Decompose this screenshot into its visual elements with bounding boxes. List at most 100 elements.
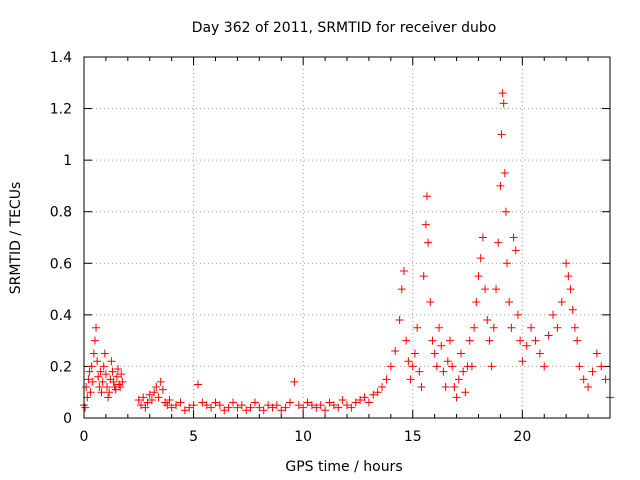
data-point xyxy=(448,362,457,371)
data-point xyxy=(579,375,588,384)
data-point xyxy=(422,192,431,201)
data-point xyxy=(334,403,343,412)
data-point xyxy=(437,341,446,350)
data-point xyxy=(428,336,437,345)
data-point xyxy=(220,406,229,415)
data-point xyxy=(509,233,518,242)
data-point xyxy=(97,388,106,397)
data-point xyxy=(505,297,514,306)
data-point xyxy=(202,401,211,410)
data-point xyxy=(88,377,97,386)
x-tick-labels: 0 5 10 15 20 xyxy=(80,429,532,445)
data-point xyxy=(299,403,308,412)
data-point xyxy=(439,367,448,376)
data-point xyxy=(109,377,118,386)
data-point xyxy=(478,233,487,242)
data-point xyxy=(544,331,553,340)
data-point xyxy=(150,388,159,397)
data-point xyxy=(395,316,404,325)
data-point xyxy=(410,349,419,358)
data-point xyxy=(564,272,573,281)
data-point xyxy=(264,401,273,410)
data-point xyxy=(399,267,408,276)
data-point xyxy=(154,393,163,402)
data-point xyxy=(147,395,156,404)
data-point xyxy=(424,238,433,247)
data-point xyxy=(143,398,152,407)
x-axis-label: GPS time / hours xyxy=(285,459,402,475)
data-point xyxy=(246,403,255,412)
data-point xyxy=(452,393,461,402)
data-point xyxy=(441,383,450,392)
data-point xyxy=(96,367,105,376)
x-tick-label: 0 xyxy=(80,429,89,445)
data-point xyxy=(522,341,531,350)
data-point xyxy=(568,305,577,314)
data-point xyxy=(95,383,104,392)
data-point xyxy=(570,323,579,332)
data-point xyxy=(98,377,107,386)
data-point xyxy=(406,375,415,384)
data-point xyxy=(501,207,510,216)
data-point xyxy=(487,362,496,371)
data-point xyxy=(224,403,233,412)
data-point xyxy=(575,362,584,371)
data-point xyxy=(592,349,601,358)
data-point xyxy=(397,285,406,294)
y-tick-label: 0.4 xyxy=(50,308,72,324)
x-tick-label: 20 xyxy=(513,429,531,445)
data-point xyxy=(286,398,295,407)
data-point xyxy=(557,297,566,306)
data-point xyxy=(373,388,382,397)
data-point xyxy=(100,349,109,358)
y-tick-label: 0.8 xyxy=(50,205,72,221)
grid-lines xyxy=(84,57,610,418)
data-point xyxy=(338,395,347,404)
data-point xyxy=(145,390,154,399)
data-point xyxy=(351,398,360,407)
data-point xyxy=(93,357,102,366)
data-point xyxy=(84,375,93,384)
data-point xyxy=(391,346,400,355)
data-point xyxy=(513,310,522,319)
data-point xyxy=(104,393,113,402)
data-point xyxy=(413,323,422,332)
data-point xyxy=(141,403,150,412)
x-tick-label: 15 xyxy=(404,429,422,445)
data-point xyxy=(193,380,202,389)
data-point xyxy=(499,99,508,108)
x-tick-label: 10 xyxy=(294,429,312,445)
data-point xyxy=(481,285,490,294)
data-point xyxy=(516,336,525,345)
chart-title: Day 362 of 2011, SRMTID for receiver dub… xyxy=(192,20,497,36)
data-point xyxy=(497,130,506,139)
data-point xyxy=(402,336,411,345)
y-tick-label: 0 xyxy=(63,411,72,427)
data-point xyxy=(89,349,98,358)
data-point xyxy=(325,398,334,407)
data-point xyxy=(553,323,562,332)
data-point xyxy=(474,272,483,281)
data-point xyxy=(111,385,120,394)
data-point xyxy=(430,349,439,358)
data-point xyxy=(103,383,112,392)
data-point xyxy=(459,367,468,376)
data-point xyxy=(329,401,338,410)
data-point xyxy=(584,383,593,392)
data-point xyxy=(316,401,325,410)
x-tick-label: 5 xyxy=(189,429,198,445)
data-point xyxy=(386,362,395,371)
data-point xyxy=(281,403,290,412)
data-point xyxy=(198,398,207,407)
data-point xyxy=(242,406,251,415)
data-point xyxy=(500,169,509,178)
data-point xyxy=(518,357,527,366)
data-point xyxy=(134,395,143,404)
data-point xyxy=(489,323,498,332)
data-point xyxy=(446,336,455,345)
data-point xyxy=(347,403,356,412)
data-point xyxy=(189,401,198,410)
data-point xyxy=(573,336,582,345)
data-point xyxy=(356,395,365,404)
